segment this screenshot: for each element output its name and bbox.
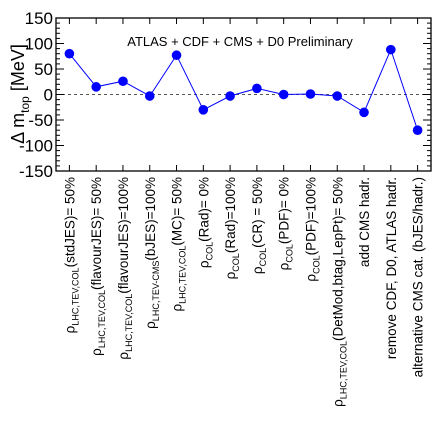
category-label-symbol: ρ (143, 321, 158, 329)
category-label-text: (stdJES)= 50% (62, 177, 77, 267)
category-label-subscript: LHC,TEV,COL (178, 246, 188, 304)
data-point (305, 89, 316, 99)
category-label-text: (flavourJES)=100% (116, 177, 131, 294)
y-axis-label-main: Δ m (8, 113, 28, 144)
category-label-subscript: COL (285, 244, 295, 263)
category-label-symbol: ρ (250, 266, 265, 274)
y-axis-label-sub: top (18, 96, 32, 113)
category-label-symbol: ρ (303, 274, 318, 282)
y-tick-label: -50 (28, 111, 53, 130)
category-label-text: (Rad)=100% (223, 177, 238, 253)
category-label-text: (PDF)= 0% (277, 177, 292, 244)
data-point (252, 83, 262, 94)
data-point (225, 91, 235, 101)
data-point (412, 125, 423, 135)
category-label: add CMS hadr. (357, 177, 372, 267)
category-label-text: (CR) = 50% (250, 177, 265, 248)
category-label-subscript: COL (311, 255, 321, 274)
y-axis-label-unit: [MeV] (8, 44, 28, 96)
y-tick-label: 50 (34, 60, 53, 79)
category-label: ρLHC,TEV-CMS(bJES)=100% (143, 177, 161, 329)
category-label-text: (flavourJES)= 50% (89, 177, 104, 290)
y-tick-label: -100 (19, 137, 53, 156)
category-label-subscript: COL (231, 253, 241, 272)
category-label: ρCOL(PDF)=100% (303, 177, 321, 282)
category-label: ρLHC,TEV,COL(MC)= 50% (170, 177, 188, 312)
data-point (118, 76, 128, 87)
category-label-symbol: ρ (116, 352, 131, 360)
category-label-subscript: LHC,TEV,COL (97, 290, 107, 348)
data-point (198, 105, 209, 115)
category-label: ρLHC,TEV,COL(flavourJES)=100% (116, 177, 134, 360)
category-label: remove CDF, D0, ATLAS hadr. (384, 177, 399, 359)
category-label: ρCOL(CR) = 50% (250, 177, 268, 274)
data-point (64, 48, 75, 59)
y-axis-label: Δ mtop [MeV] (8, 44, 32, 144)
category-label: ρLHC,TEV,COL(DetMod,btag,LepPt)= 50% (330, 177, 348, 407)
category-label-symbol: ρ (89, 348, 104, 356)
category-label-symbol: ρ (277, 262, 292, 270)
series-line (69, 48, 419, 131)
category-label-text: (PDF)=100% (303, 177, 318, 255)
category-label-symbol: ρ (223, 271, 238, 279)
category-label: ρLHC,TEV,COL(flavourJES)= 50% (89, 177, 107, 356)
category-label-symbol: ρ (330, 399, 345, 407)
category-label-subscript: LHC,TEV,COL (70, 267, 80, 325)
category-label-subscript: LHC,TEV-CMS (151, 261, 161, 322)
y-tick-label: 100 (25, 35, 53, 54)
data-point (144, 91, 155, 101)
category-label-text: (bJES)=100% (143, 177, 158, 261)
category-label: ρCOL(Rad)= 0% (196, 177, 214, 268)
data-point (171, 50, 182, 61)
category-label: ρCOL(Rad)=100% (223, 177, 241, 279)
category-label: ρLHC,TEV,COL(stdJES)= 50% (62, 177, 80, 333)
category-label-symbol: ρ (196, 260, 211, 268)
data-point (332, 91, 343, 101)
data-point (278, 89, 289, 100)
category-label-symbol: ρ (170, 304, 185, 312)
chart-title: ATLAS + CDF + CMS + D0 Preliminary (127, 34, 353, 49)
category-label: alternative CMS cat. (bJES/hadr.) (411, 177, 426, 377)
category-label-subscript: COL (258, 248, 268, 267)
data-point (386, 44, 396, 55)
y-tick-label: 150 (25, 9, 53, 28)
data-point (359, 107, 369, 118)
category-label-subscript: LHC,TEV,COL (338, 341, 348, 399)
data-point (91, 82, 101, 92)
category-label-subscript: COL (204, 242, 214, 261)
category-label: ρCOL(PDF)= 0% (277, 177, 295, 270)
category-label-text: (MC)= 50% (170, 177, 185, 246)
category-label-subscript: LHC,TEV,COL (124, 294, 134, 352)
y-tick-label: 0 (44, 86, 53, 105)
category-label-text: (Rad)= 0% (196, 177, 211, 242)
category-label-text: (DetMod,btag,LepPt)= 50% (330, 177, 345, 341)
y-tick-label: -150 (19, 162, 53, 181)
category-label-symbol: ρ (62, 325, 77, 333)
